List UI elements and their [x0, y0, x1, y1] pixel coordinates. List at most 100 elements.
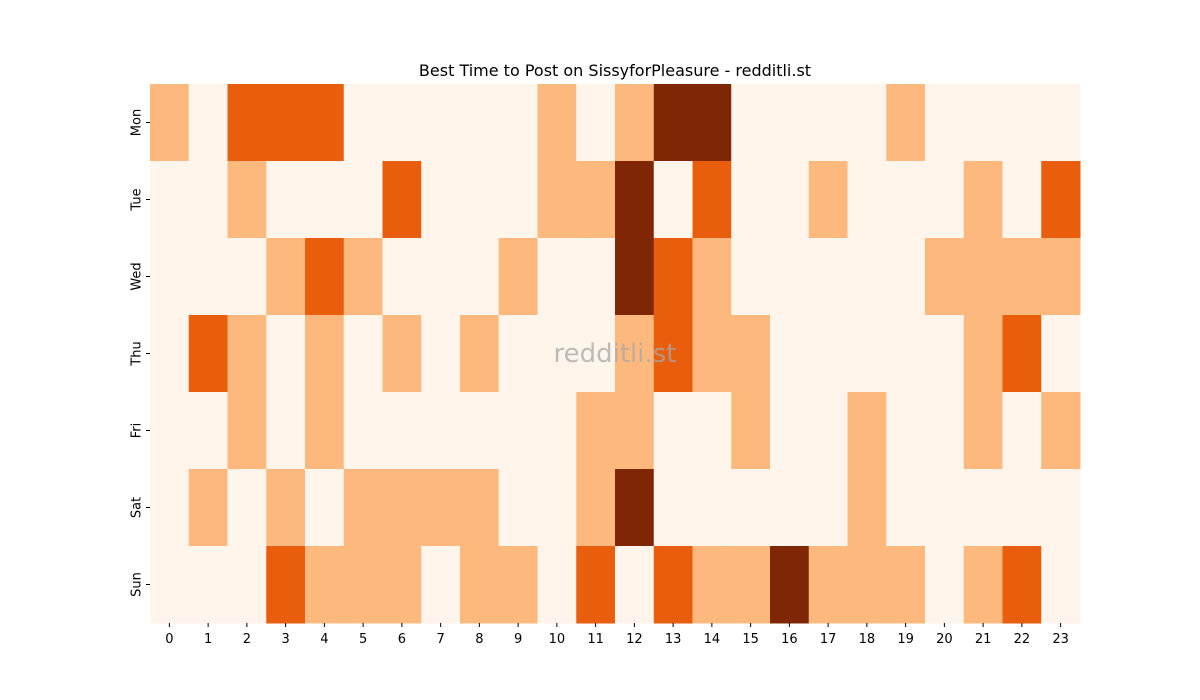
x-tick-label: 22 — [1014, 632, 1031, 647]
heatmap-cell — [731, 84, 771, 162]
heatmap-cell — [421, 161, 461, 239]
heatmap-cell — [925, 84, 965, 162]
heatmap-cell — [343, 161, 383, 239]
heatmap-cell — [188, 84, 228, 162]
heatmap-cell — [731, 238, 771, 316]
heatmap-cell — [847, 392, 887, 470]
heatmap-cell — [498, 315, 538, 393]
heatmap-cell — [576, 84, 616, 162]
heatmap-cell — [382, 546, 422, 624]
heatmap-cell — [731, 546, 771, 624]
heatmap-cell — [963, 161, 1003, 239]
heatmap-cell — [925, 546, 965, 624]
heatmap-cell — [537, 315, 577, 393]
heatmap-cell — [770, 84, 810, 162]
heatmap-cell — [886, 392, 926, 470]
heatmap-cell — [731, 161, 771, 239]
heatmap-cell — [692, 392, 732, 470]
heatmap-cell — [227, 238, 267, 316]
heatmap-cell — [227, 469, 267, 547]
heatmap-cell — [886, 238, 926, 316]
heatmap-cell — [188, 469, 228, 547]
heatmap-cell — [343, 392, 383, 470]
heatmap-cell — [770, 546, 810, 624]
heatmap-cell — [731, 392, 771, 470]
heatmap-cell — [731, 315, 771, 393]
heatmap-cell — [808, 161, 848, 239]
heatmap-cell — [382, 315, 422, 393]
heatmap-cell — [305, 546, 345, 624]
heatmap-cell — [576, 161, 616, 239]
chart-title: Best Time to Post on SissyforPleasure - … — [419, 61, 811, 80]
x-tick-label: 8 — [475, 632, 483, 647]
x-tick-label: 20 — [936, 632, 953, 647]
heatmap-cell — [770, 469, 810, 547]
x-tick-label: 18 — [859, 632, 876, 647]
heatmap-cell — [343, 469, 383, 547]
heatmap-cell — [1041, 84, 1081, 162]
heatmap-cell — [692, 161, 732, 239]
heatmap-cell — [537, 469, 577, 547]
heatmap-cell — [150, 392, 190, 470]
heatmap-cell — [498, 238, 538, 316]
heatmap-cell — [227, 161, 267, 239]
heatmap-cell — [925, 238, 965, 316]
heatmap-cell — [498, 84, 538, 162]
x-axis-ticks: 0 1 2 3 4 5 6 7 8 9 10 11 12 13 14 15 16 17 18 19 20 21 22 23 — [165, 623, 1069, 647]
heatmap-cell — [731, 469, 771, 547]
y-tick-label: Thu — [130, 341, 145, 366]
heatmap-cell — [421, 392, 461, 470]
heatmap-cell — [382, 238, 422, 316]
heatmap-cell — [537, 392, 577, 470]
heatmap-cell — [1041, 392, 1081, 470]
heatmap-cell — [963, 84, 1003, 162]
heatmap-cell — [808, 84, 848, 162]
heatmap-cell — [886, 546, 926, 624]
x-tick-label: 15 — [742, 632, 759, 647]
x-tick-label: 11 — [587, 632, 604, 647]
heatmap-cell — [537, 84, 577, 162]
heatmap-cell — [847, 469, 887, 547]
heatmap-cell — [886, 161, 926, 239]
x-tick-label: 12 — [626, 632, 643, 647]
x-tick-label: 16 — [781, 632, 798, 647]
heatmap-cell — [150, 546, 190, 624]
heatmap-cell — [1041, 315, 1081, 393]
x-tick-label: 9 — [514, 632, 522, 647]
heatmap-cell — [343, 315, 383, 393]
heatmap-cell — [770, 392, 810, 470]
y-tick-label: Wed — [130, 262, 145, 290]
x-tick-label: 7 — [436, 632, 444, 647]
heatmap-cell — [770, 238, 810, 316]
heatmap-cell — [615, 392, 655, 470]
heatmap-cell — [305, 315, 345, 393]
heatmap-cell — [150, 238, 190, 316]
heatmap-cell — [963, 315, 1003, 393]
heatmap-cell — [576, 469, 616, 547]
heatmap-cell — [498, 392, 538, 470]
heatmap-cell — [576, 546, 616, 624]
heatmap-cell — [266, 161, 306, 239]
heatmap-cell — [305, 392, 345, 470]
heatmap-cell — [1041, 469, 1081, 547]
heatmap-cell — [1002, 84, 1042, 162]
heatmap-cell — [537, 546, 577, 624]
heatmap-cell — [692, 84, 732, 162]
heatmap-cell — [925, 392, 965, 470]
heatmap-cell — [537, 238, 577, 316]
heatmap-cell — [615, 238, 655, 316]
y-tick-label: Sun — [130, 572, 145, 597]
heatmap-cell — [460, 238, 500, 316]
heatmap-cell — [460, 469, 500, 547]
heatmap-cell — [886, 469, 926, 547]
heatmap-cell — [1002, 315, 1042, 393]
x-tick-label: 6 — [398, 632, 406, 647]
heatmap-cell — [266, 546, 306, 624]
heatmap-cell — [886, 84, 926, 162]
heatmap-cell — [847, 84, 887, 162]
y-axis-ticks: Mon Tue Wed Thu Fri Sat Sun — [130, 109, 150, 597]
heatmap-cell — [498, 546, 538, 624]
heatmap-cell — [382, 392, 422, 470]
heatmap-cell — [692, 469, 732, 547]
heatmap-cell — [925, 469, 965, 547]
